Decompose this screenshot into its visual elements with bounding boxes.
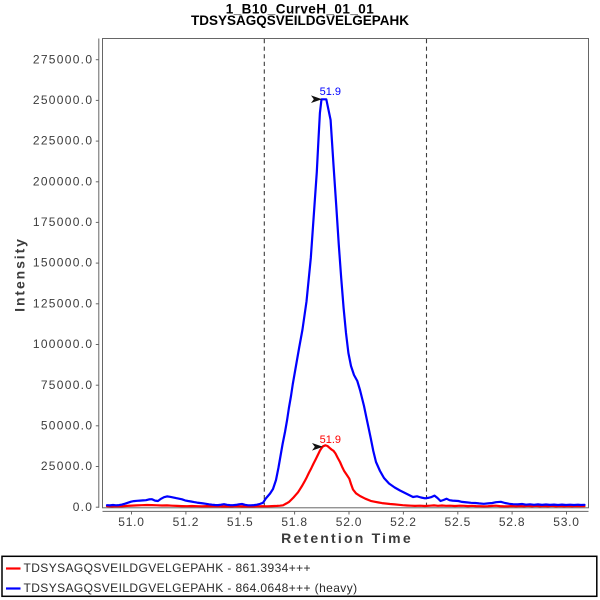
svg-text:TDSYSAGQSVEILDGVELGEPAHK - 864: TDSYSAGQSVEILDGVELGEPAHK - 864.0648+++ (…: [24, 581, 358, 595]
svg-text:25000.0: 25000.0: [41, 459, 93, 473]
svg-text:52.2: 52.2: [390, 515, 417, 529]
svg-text:51.9: 51.9: [320, 86, 341, 98]
svg-text:Intensity: Intensity: [12, 237, 28, 312]
svg-text:0.0: 0.0: [73, 500, 94, 514]
svg-text:150000.0: 150000.0: [33, 256, 93, 270]
svg-text:51.8: 51.8: [281, 515, 308, 529]
svg-text:52.8: 52.8: [499, 515, 526, 529]
svg-text:100000.0: 100000.0: [33, 337, 93, 351]
svg-text:52.0: 52.0: [336, 515, 363, 529]
svg-text:TDSYSAGQSVEILDGVELGEPAHK - 861: TDSYSAGQSVEILDGVELGEPAHK - 861.3934+++: [24, 561, 311, 575]
svg-text:1_B10_CurveH_01_01: 1_B10_CurveH_01_01: [226, 2, 374, 17]
svg-text:51.9: 51.9: [320, 434, 341, 446]
svg-text:TDSYSAGQSVEILDGVELGEPAHK: TDSYSAGQSVEILDGVELGEPAHK: [191, 13, 409, 28]
svg-text:Retention Time: Retention Time: [281, 530, 413, 546]
svg-text:52.5: 52.5: [445, 515, 472, 529]
svg-text:51.2: 51.2: [173, 515, 200, 529]
svg-text:51.0: 51.0: [118, 515, 145, 529]
svg-text:50000.0: 50000.0: [41, 418, 93, 432]
svg-text:125000.0: 125000.0: [33, 296, 93, 310]
svg-text:51.5: 51.5: [227, 515, 254, 529]
svg-text:175000.0: 175000.0: [33, 215, 93, 229]
svg-text:75000.0: 75000.0: [41, 378, 93, 392]
svg-text:275000.0: 275000.0: [33, 52, 93, 66]
svg-text:250000.0: 250000.0: [33, 93, 93, 107]
svg-text:225000.0: 225000.0: [33, 134, 93, 148]
svg-text:53.0: 53.0: [553, 515, 580, 529]
svg-text:200000.0: 200000.0: [33, 174, 93, 188]
